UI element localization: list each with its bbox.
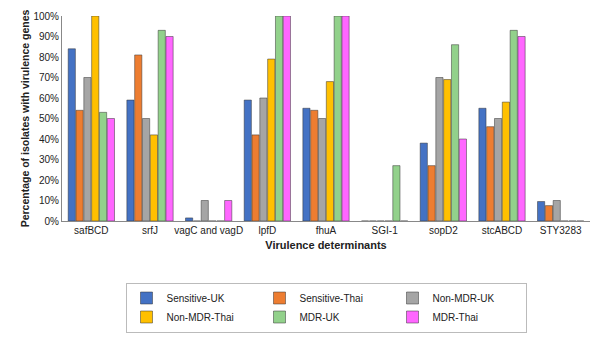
svg-text:Non-MDR-Thai: Non-MDR-Thai	[167, 312, 234, 323]
svg-text:40%: 40%	[39, 134, 59, 145]
svg-text:SGI-1: SGI-1	[372, 225, 399, 236]
svg-text:Non-MDR-UK: Non-MDR-UK	[433, 293, 495, 304]
svg-text:sopD2: sopD2	[429, 225, 458, 236]
svg-text:Percentage of isolates with vi: Percentage of isolates with virulence ge…	[19, 10, 31, 228]
svg-text:20%: 20%	[39, 175, 59, 186]
svg-text:MDR-Thai: MDR-Thai	[433, 312, 479, 323]
svg-text:srfJ: srfJ	[142, 225, 158, 236]
svg-text:fhuA: fhuA	[316, 225, 337, 236]
svg-text:STY3283: STY3283	[540, 225, 582, 236]
svg-text:10%: 10%	[39, 195, 59, 206]
svg-text:0%: 0%	[45, 216, 60, 227]
svg-text:100%: 100%	[33, 11, 59, 22]
svg-text:safBCD: safBCD	[74, 225, 108, 236]
svg-text:stcABCD: stcABCD	[482, 225, 523, 236]
svg-text:MDR-UK: MDR-UK	[300, 312, 340, 323]
svg-text:Sensitive-UK: Sensitive-UK	[167, 293, 225, 304]
svg-text:vagC and vagD: vagC and vagD	[174, 225, 243, 236]
svg-text:Virulence determinants: Virulence determinants	[265, 239, 386, 251]
svg-text:30%: 30%	[39, 154, 59, 165]
svg-text:70%: 70%	[39, 72, 59, 83]
svg-text:80%: 80%	[39, 52, 59, 63]
svg-text:60%: 60%	[39, 93, 59, 104]
svg-text:50%: 50%	[39, 113, 59, 124]
svg-text:Sensitive-Thai: Sensitive-Thai	[300, 293, 363, 304]
svg-text:lpfD: lpfD	[258, 225, 276, 236]
svg-text:90%: 90%	[39, 31, 59, 42]
